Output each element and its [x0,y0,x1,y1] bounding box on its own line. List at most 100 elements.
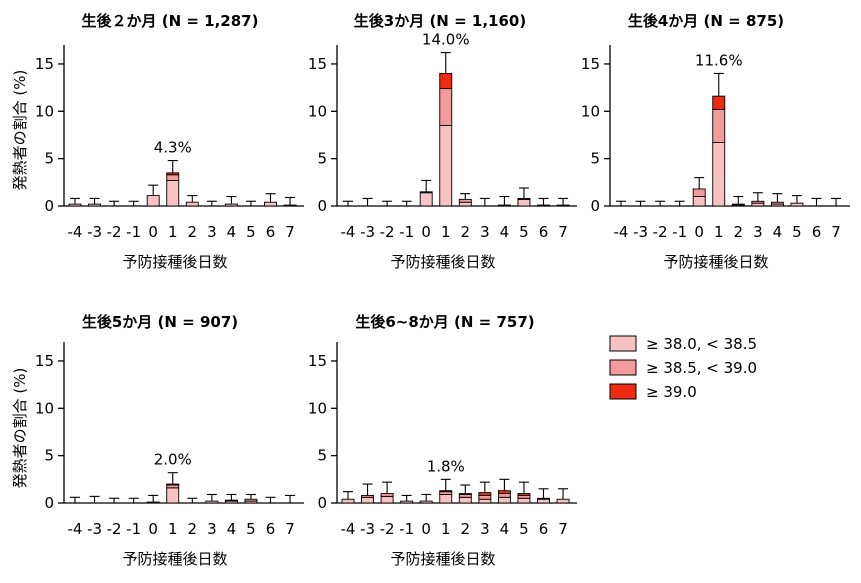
bar-segment [517,493,531,496]
bar-segment [224,203,238,207]
x-tick-label: -1 [672,223,687,241]
x-tick-label: -2 [107,223,122,241]
x-tick-label: 6 [539,520,549,538]
x-tick-label: -4 [68,520,83,538]
bar-segment [497,490,511,494]
bar-segment [166,172,180,176]
peak-annotation: 1.8% [427,457,465,475]
x-tick-label: 2 [461,520,471,538]
bar-segment [458,496,472,504]
y-tick-label: 15 [581,55,600,73]
panel-title: 生後２か月 (N = 1,287) [82,12,259,30]
x-tick-label: 3 [207,223,217,241]
y-tick-label: 10 [308,399,327,417]
bar-segment [185,201,199,207]
x-tick-label: -3 [360,520,375,538]
bar-segment [458,201,472,207]
x-tick-label: -1 [399,520,414,538]
x-tick-label: 5 [246,520,256,538]
bar-segment [166,487,180,504]
x-tick-label: 4 [500,520,510,538]
x-tick-label: -2 [107,520,122,538]
x-tick-label: -1 [399,223,414,241]
bar-segment [264,201,277,207]
legend: ≥ 38.0, < 38.5 ≥ 38.5, < 39.0 ≥ 39.0 [609,335,757,401]
bar-segment [517,197,531,200]
x-tick-label: 0 [694,223,704,241]
bar-segment [419,192,433,207]
panel-title: 生後6~8か月 (N = 757) [355,313,534,331]
bar-segment [556,498,570,504]
x-tick-label: 6 [266,520,276,538]
bar-segment [517,198,531,207]
x-tick-label: 7 [558,520,568,538]
peak-annotation: 11.6% [695,51,743,69]
peak-annotation: 4.3% [154,139,192,157]
bar-segment [478,494,492,500]
bar-segment [146,501,160,504]
x-tick-label: 1 [441,223,451,241]
bar-segment [497,204,511,207]
x-tick-label: -2 [380,520,395,538]
x-tick-label: 4 [227,223,237,241]
bar-segment [692,196,706,207]
bar-segment [770,201,784,205]
bar-segment [439,494,453,504]
y-tick-label: 5 [44,150,54,168]
y-tick-label: 5 [44,447,54,465]
x-tick-label: -1 [126,223,141,241]
bar-segment [712,108,726,144]
bar-segment [166,179,180,207]
x-axis-label: 予防接種後日数 [122,253,227,271]
peak-annotation: 14.0% [422,31,470,49]
bar-segment [497,496,511,504]
y-tick-label: 0 [317,494,327,512]
bar-segment [712,95,726,110]
bar-segment [556,204,570,207]
x-tick-label: 2 [461,223,471,241]
bar-segment [537,497,550,500]
y-tick-label: 0 [44,197,54,215]
x-tick-label: -3 [360,223,375,241]
panel-title: 生後5か月 (N = 907) [82,313,238,331]
bar-segment [458,198,472,203]
y-tick-label: 15 [308,55,327,73]
y-tick-label: 15 [308,352,327,370]
x-axis-label: 予防接種後日数 [663,253,768,271]
y-axis-label: 発熱者の割合 (%) [11,368,29,489]
x-tick-label: -2 [653,223,668,241]
legend-label-38-5: ≥ 38.5, < 39.0 [646,359,757,377]
bar-segment [731,203,745,206]
x-tick-label: -3 [87,223,102,241]
x-tick-label: 5 [519,520,529,538]
bar-segment [419,500,433,504]
x-tick-label: 2 [734,223,744,241]
x-tick-label: 1 [168,223,178,241]
panel-title: 生後4か月 (N = 875) [628,12,784,30]
bar-segment [166,483,180,486]
bar-segment [224,499,238,502]
bar-segment [380,493,394,497]
x-tick-label: 2 [188,223,198,241]
x-tick-label: 7 [558,223,568,241]
bar-segment [341,498,355,504]
x-tick-label: 3 [753,223,763,241]
bar-segment [497,493,511,498]
bar-segment [439,88,453,126]
bar-segment [692,188,706,197]
x-tick-label: 0 [148,520,158,538]
x-tick-label: 1 [714,223,724,241]
y-axis-label: 発熱者の割合 (%) [11,70,29,191]
x-tick-label: 7 [285,223,295,241]
x-axis-label: 予防接種後日数 [390,253,495,271]
